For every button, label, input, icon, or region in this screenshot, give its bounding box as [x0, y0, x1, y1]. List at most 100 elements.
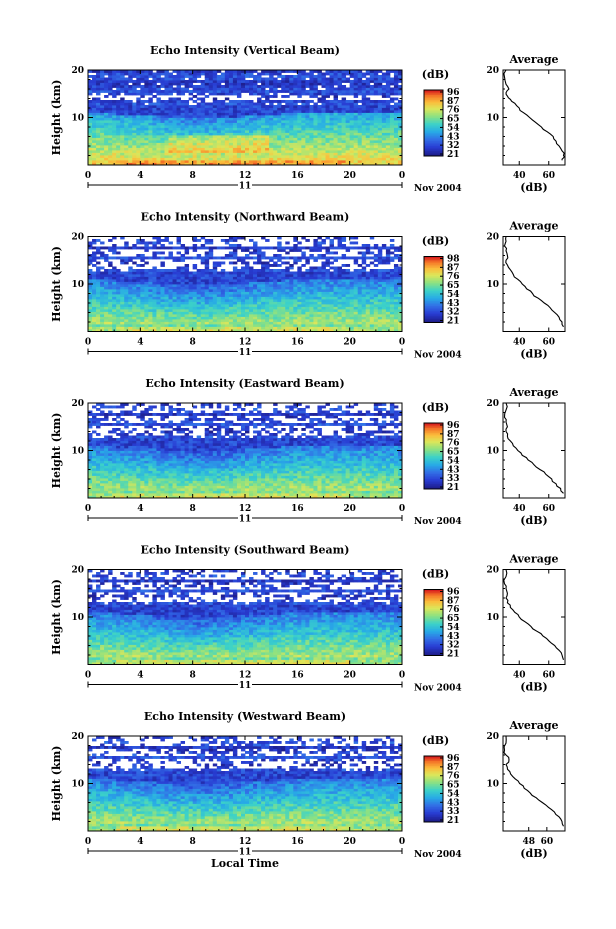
heatmap-cell [365, 92, 371, 96]
heatmap-cell [353, 314, 359, 317]
heatmap-cell [261, 72, 266, 76]
heatmap-cell [192, 304, 198, 307]
heatmap-cell [104, 137, 109, 141]
heatmap-cell [204, 316, 210, 320]
heatmap-cell [240, 100, 246, 103]
heatmap-cell [208, 102, 214, 106]
heatmap-cell [88, 324, 93, 327]
heatmap-cell [249, 142, 254, 146]
heatmap-cell [180, 102, 186, 106]
heatmap-cell [144, 137, 149, 141]
heatmap-cell [297, 319, 302, 322]
heatmap-cell [224, 162, 230, 166]
heatmap-cell [232, 269, 238, 272]
heatmap-cell [369, 152, 375, 156]
heatmap-cell [132, 112, 137, 116]
heatmap-cell [116, 321, 121, 325]
heatmap-cell [313, 137, 318, 141]
heatmap-cell [176, 70, 181, 73]
heatmap-cell [345, 284, 351, 287]
heatmap-cell [321, 97, 326, 101]
heatmap-cell [285, 145, 290, 148]
heatmap-cell [144, 271, 149, 275]
heatmap-cell [148, 241, 153, 245]
heatmap-cell [329, 286, 334, 290]
x-tick-label: 16 [291, 171, 304, 181]
heatmap-cell [104, 311, 109, 315]
heatmap-cell [168, 150, 173, 153]
heatmap-cell [325, 284, 330, 287]
heatmap-cell [144, 87, 149, 91]
heatmap-cell [108, 75, 113, 78]
heatmap-cell [329, 239, 334, 242]
heatmap-cell [200, 145, 206, 148]
heatmap-cell [236, 314, 242, 317]
heatmap-cell [277, 80, 282, 83]
heatmap-cell [345, 135, 351, 138]
heatmap-cell [108, 147, 113, 151]
heatmap-cell [337, 236, 343, 240]
heatmap-cell [281, 256, 286, 260]
heatmap-cell [176, 92, 181, 96]
heatmap-cell [164, 100, 169, 103]
heatmap-cell [132, 145, 137, 148]
heatmap-cell [92, 127, 97, 131]
heatmap-cell [160, 304, 165, 307]
heatmap-cell [393, 85, 399, 88]
heatmap-cell [273, 264, 278, 267]
heatmap-cell [337, 77, 343, 81]
heatmap-cell [156, 97, 161, 101]
heatmap-cell [172, 314, 177, 317]
heatmap-cell [265, 100, 270, 103]
heatmap-cell [321, 72, 326, 76]
heatmap-cell [232, 274, 238, 277]
heatmap-cell [236, 306, 242, 310]
heatmap-cell [289, 132, 294, 136]
heatmap-cell [281, 105, 286, 108]
heatmap-cell [152, 294, 157, 297]
heatmap-cell [196, 140, 202, 143]
heatmap-cell [232, 115, 238, 118]
heatmap-cell [184, 132, 190, 136]
heatmap-cell [172, 299, 177, 302]
heatmap-cell [236, 236, 242, 240]
heatmap-cell [96, 274, 101, 277]
heatmap-cell [253, 137, 258, 141]
heatmap-cell [108, 112, 113, 116]
heatmap-cell [317, 281, 322, 285]
heatmap-cell [200, 281, 206, 285]
heatmap-cell [385, 132, 391, 136]
heatmap-cell [325, 319, 330, 322]
heatmap-cell [305, 75, 310, 78]
heatmap-cell [144, 125, 149, 128]
heatmap-cell [208, 135, 214, 138]
heatmap-cell [301, 256, 306, 260]
colorbar-segment [424, 137, 443, 140]
heatmap-cell [192, 316, 198, 320]
heatmap-cell [317, 97, 322, 101]
heatmap-cell [220, 301, 226, 305]
heatmap-cell [345, 80, 351, 83]
heatmap-cell [228, 251, 234, 255]
heatmap-cell [281, 321, 286, 325]
heatmap-cell [289, 256, 294, 260]
heatmap-cell [232, 281, 238, 285]
heatmap-cell [152, 125, 157, 128]
heatmap-cell [128, 162, 133, 166]
heatmap-cell [349, 329, 355, 332]
heatmap-cell [281, 274, 286, 277]
heatmap-cell [136, 92, 141, 96]
heatmap-cell [140, 85, 145, 88]
heatmap-cell [289, 155, 294, 158]
heatmap-cell [152, 274, 157, 277]
heatmap-cell [104, 125, 109, 128]
heatmap-cell [273, 316, 278, 320]
heatmap-cell [140, 75, 145, 78]
heatmap-cell [236, 115, 242, 118]
heatmap-cell [212, 311, 218, 315]
heatmap-cell [257, 90, 262, 93]
heatmap-cell [349, 326, 355, 330]
heatmap-cell [317, 100, 322, 103]
heatmap-cell [92, 160, 97, 163]
heatmap-cell [92, 284, 97, 287]
